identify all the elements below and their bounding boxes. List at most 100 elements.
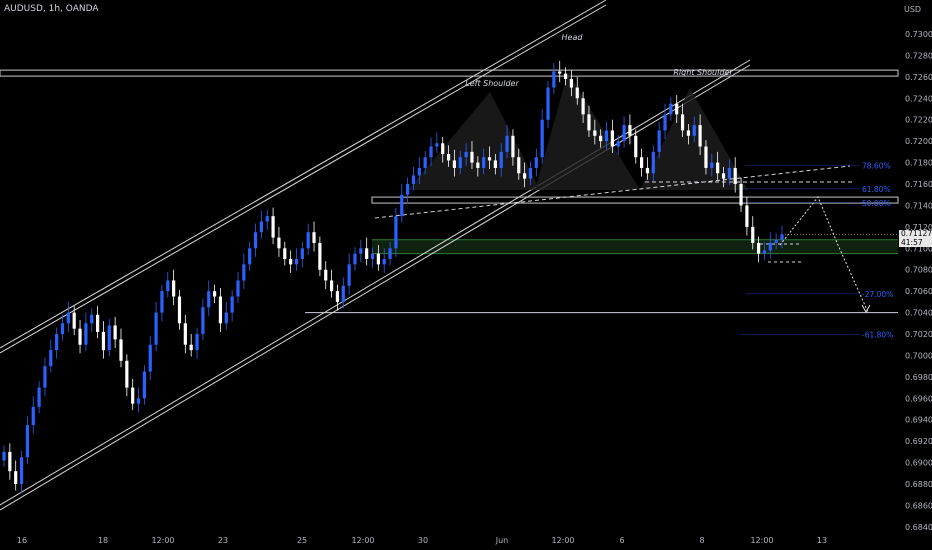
candle-body (341, 285, 345, 302)
candle-body (265, 216, 269, 222)
candle-body (25, 425, 29, 458)
candle-body (680, 114, 685, 131)
candle-body (780, 234, 784, 240)
candle-body (224, 312, 228, 324)
candle-body (8, 451, 12, 472)
candle-body (452, 160, 457, 168)
candle-body (154, 312, 158, 345)
candle-body (511, 135, 515, 158)
candle-body (476, 162, 480, 168)
candle-body (417, 167, 421, 176)
candle-body (376, 253, 380, 265)
candle-body (704, 146, 708, 168)
candle-body (587, 114, 591, 131)
candle-body (394, 216, 398, 249)
candle-body (78, 328, 82, 345)
candle-body (411, 175, 416, 185)
candle-body (552, 71, 556, 88)
last-price-box: 0.71127 41:57 (899, 229, 932, 247)
candle-body (201, 307, 205, 335)
candle-body (692, 125, 696, 136)
time-tick-label: 6 (619, 536, 624, 545)
time-tick-label: 16 (17, 536, 27, 545)
candle-body (435, 143, 439, 147)
candle-body (628, 125, 632, 136)
candle-body (289, 259, 293, 265)
time-tick-label: 8 (699, 536, 704, 545)
fib-label: 61.80% (862, 185, 891, 194)
candle-body (2, 451, 6, 461)
time-tick-label: 23 (218, 536, 228, 545)
candle-body (359, 248, 363, 254)
candle-body (470, 151, 474, 163)
fib-label: 78.60% (862, 161, 891, 170)
candle-body (710, 162, 714, 168)
fib-label: 50.00% (862, 199, 891, 208)
neckline-dashed (374, 165, 851, 219)
time-tick-label: 12:00 (151, 536, 174, 545)
candle-body (300, 248, 304, 260)
candle-body (528, 167, 533, 179)
candle-body (72, 312, 76, 329)
candle-body (604, 130, 609, 142)
candle-body (318, 242, 322, 270)
candle-body (95, 314, 100, 332)
candle-body (441, 143, 445, 155)
candle-body (189, 344, 193, 351)
candle-body (84, 323, 88, 345)
candle-body (66, 312, 70, 324)
candle-body (248, 248, 252, 265)
candle-body (195, 334, 199, 351)
candle-body (593, 130, 597, 136)
time-tick-label: 12:00 (551, 536, 574, 545)
candle-body (31, 406, 35, 426)
symbol-title[interactable]: AUDUSD, 1h, OANDA (4, 4, 99, 14)
candle-body (277, 237, 281, 249)
projection-arrow (861, 304, 871, 314)
time-tick-label: 12:00 (750, 536, 773, 545)
candle-body (558, 71, 562, 74)
candle-body (183, 323, 187, 345)
last-price-value: 0.71127 (901, 229, 932, 238)
candle-body (757, 242, 761, 254)
candle-body (458, 157, 462, 168)
time-tick-label: 25 (297, 536, 307, 545)
upper-channel-line-inner (0, 4, 607, 354)
candle-body (324, 269, 328, 281)
time-tick-label: 30 (418, 536, 428, 545)
neckline-level (371, 196, 899, 204)
candle-body (774, 239, 778, 243)
price-tick-label: 0.68400 (905, 523, 932, 532)
candle-body (90, 314, 94, 324)
candle-body (517, 157, 521, 174)
candle-body (101, 331, 106, 351)
lower-channel-line-inner (0, 64, 751, 511)
candle-body (569, 79, 574, 88)
candle-body (487, 157, 492, 161)
candle-body (60, 323, 65, 335)
candle-body (166, 280, 170, 292)
candle-body (365, 248, 369, 260)
candle-body (283, 248, 287, 260)
candle-body (131, 387, 135, 404)
candle-body (622, 125, 626, 142)
time-axis: 16 18 12:00 23 25 12:00 30 Jun 12:00 6 8 12:00 13 (17, 536, 827, 545)
candles-layer (2, 60, 784, 493)
candle-body (353, 253, 357, 265)
drawings-layer (0, 0, 899, 511)
candle-body (406, 184, 410, 195)
